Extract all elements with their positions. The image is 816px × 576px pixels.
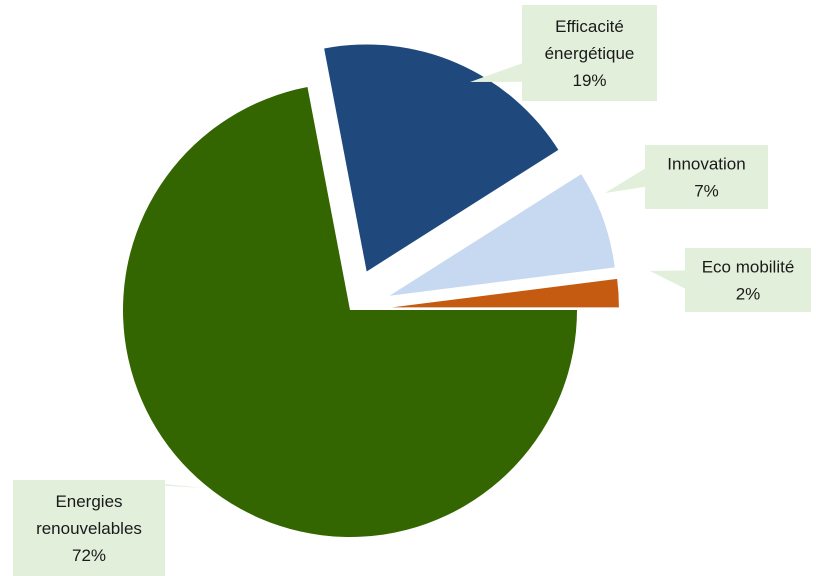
category-label-energies-renouvelables: Energies: [55, 492, 122, 511]
label-pointer-efficacit-nerg-tique: [470, 62, 524, 82]
category-label-efficacit-nerg-tique: énergétique: [545, 44, 635, 63]
category-label-eco-mobilit-: Eco mobilité: [702, 258, 795, 277]
pie-slice-energies-renouvelables: [122, 87, 577, 537]
label-pointer-eco-mobilit-: [650, 270, 687, 290]
label-box-energies-renouvelables: [13, 480, 165, 576]
category-label-innovation: Innovation: [667, 155, 745, 174]
category-label-efficacit-nerg-tique: Efficacité: [555, 17, 624, 36]
pie-slices: [122, 44, 619, 537]
pie-slice-efficacit-nerg-tique: [324, 44, 559, 272]
value-label-efficacit-nerg-tique: 19%: [572, 71, 606, 90]
pie-slice-innovation: [389, 174, 615, 296]
value-label-innovation: 7%: [694, 182, 719, 201]
label-box-efficacit-nerg-tique: [522, 5, 657, 101]
value-label-energies-renouvelables: 72%: [72, 546, 106, 565]
label-box-innovation: [645, 145, 768, 209]
label-pointer-innovation: [605, 167, 647, 193]
category-label-energies-renouvelables: renouvelables: [36, 519, 142, 538]
label-box-eco-mobilit-: [685, 248, 811, 312]
data-labels: Energies renouvelables 72% Efficacité énergé…: [13, 5, 811, 576]
value-label-eco-mobilit-: 2%: [736, 285, 761, 304]
pie-slice-eco-mobilit-: [391, 278, 619, 308]
